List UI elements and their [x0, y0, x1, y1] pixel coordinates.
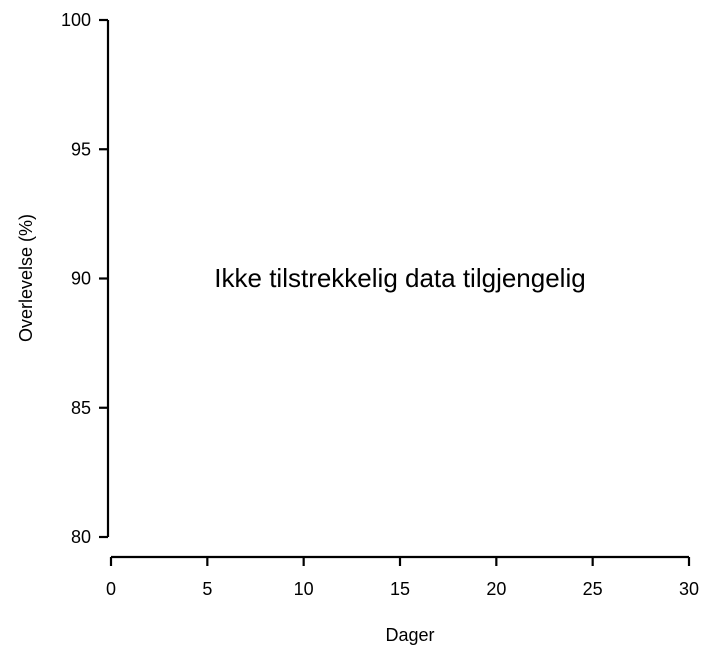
x-axis-title: Dager: [385, 625, 434, 645]
no-data-message: Ikke tilstrekkelig data tilgjengelig: [214, 263, 585, 293]
y-tick-label: 100: [61, 10, 91, 30]
y-axis-title: Overlevelse (%): [16, 214, 36, 342]
y-axis-ticks: 80 85 90 95 100: [61, 10, 108, 547]
x-tick-label: 10: [294, 579, 314, 599]
x-tick-label: 5: [202, 579, 212, 599]
x-tick-label: 25: [583, 579, 603, 599]
y-tick-label: 85: [71, 398, 91, 418]
y-tick-label: 80: [71, 527, 91, 547]
plot-area: 80 85 90 95 100 0 5 10 15 20 25 30 Dager Overlevel…: [16, 10, 699, 645]
y-tick-label: 90: [71, 269, 91, 289]
y-tick-label: 95: [71, 139, 91, 159]
x-axis-ticks: 0 5 10 15 20 25 30: [106, 557, 699, 599]
x-tick-label: 20: [486, 579, 506, 599]
x-tick-label: 15: [390, 579, 410, 599]
x-tick-label: 30: [679, 579, 699, 599]
x-tick-label: 0: [106, 579, 116, 599]
